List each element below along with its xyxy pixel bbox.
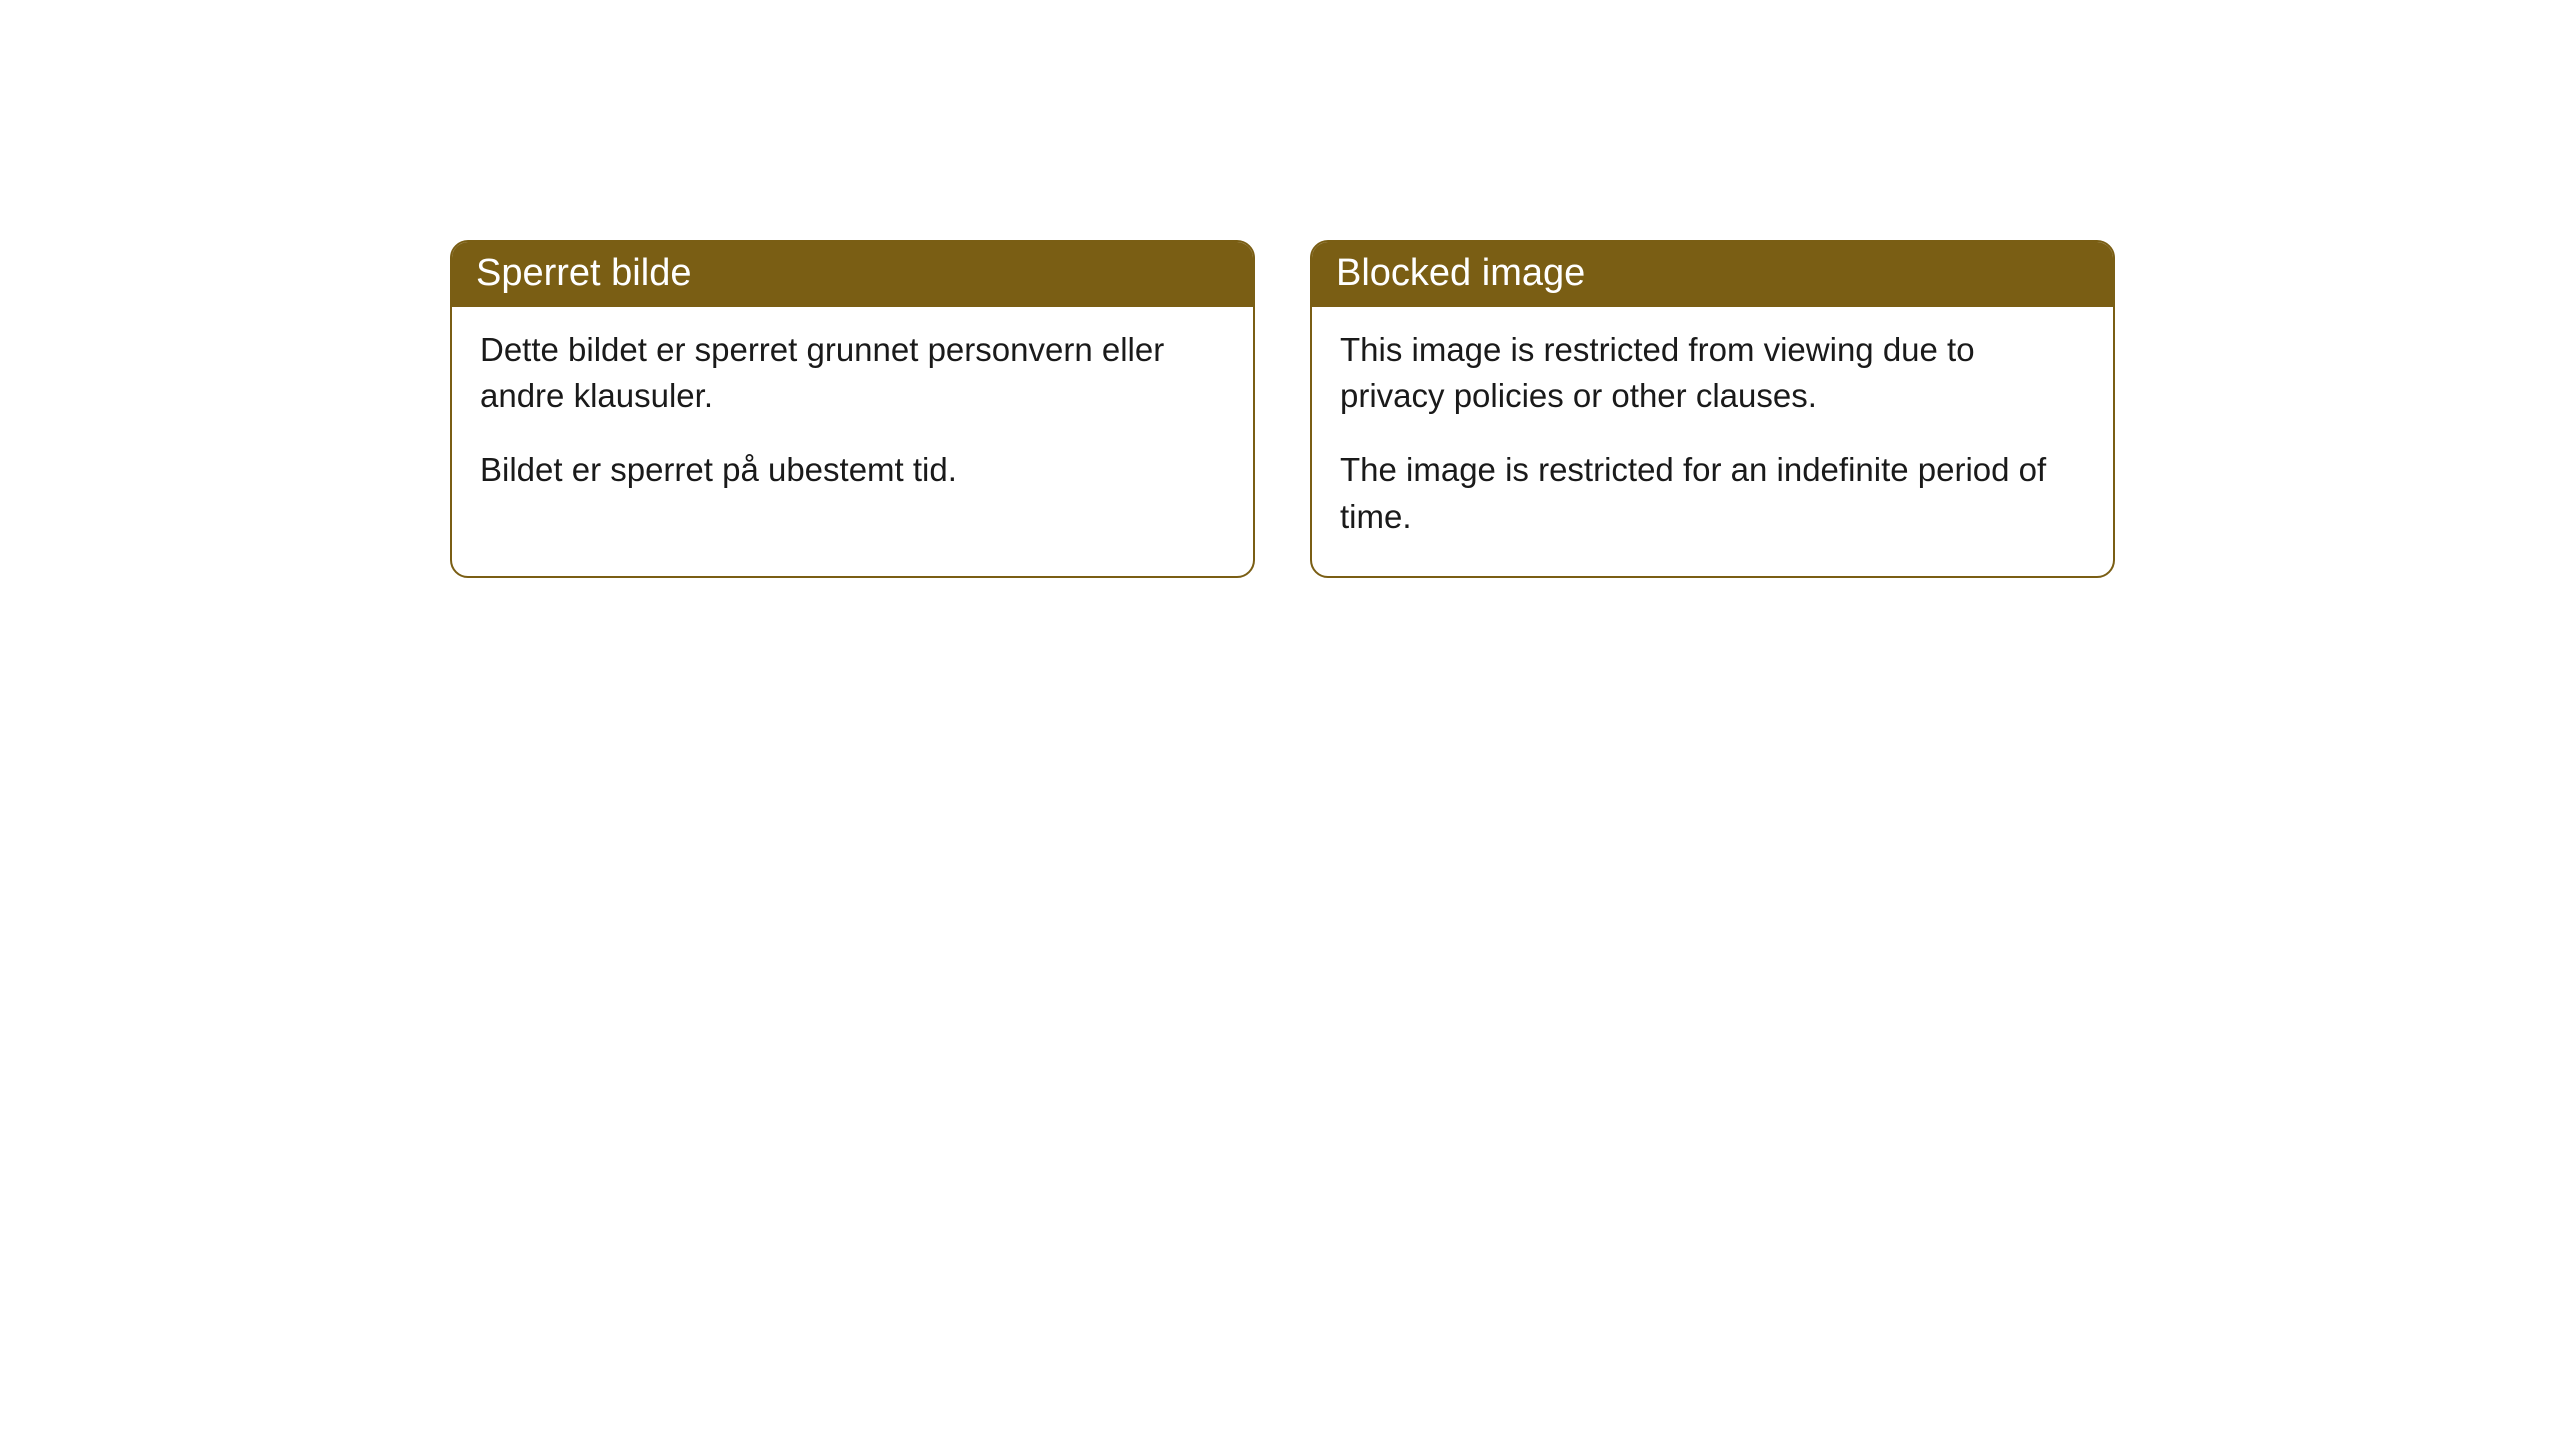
card-paragraph-1: Dette bildet er sperret grunnet personve… (480, 327, 1225, 419)
cards-container: Sperret bilde Dette bildet er sperret gr… (450, 240, 2560, 578)
card-title: Sperret bilde (476, 252, 691, 294)
card-paragraph-1: This image is restricted from viewing du… (1340, 327, 2085, 419)
card-english: Blocked image This image is restricted f… (1310, 240, 2115, 578)
card-body-english: This image is restricted from viewing du… (1312, 307, 2113, 576)
card-norwegian: Sperret bilde Dette bildet er sperret gr… (450, 240, 1255, 578)
card-header-norwegian: Sperret bilde (452, 242, 1253, 307)
card-paragraph-2: Bildet er sperret på ubestemt tid. (480, 447, 1225, 493)
card-paragraph-2: The image is restricted for an indefinit… (1340, 447, 2085, 539)
card-header-english: Blocked image (1312, 242, 2113, 307)
card-body-norwegian: Dette bildet er sperret grunnet personve… (452, 307, 1253, 530)
card-title: Blocked image (1336, 252, 1585, 294)
